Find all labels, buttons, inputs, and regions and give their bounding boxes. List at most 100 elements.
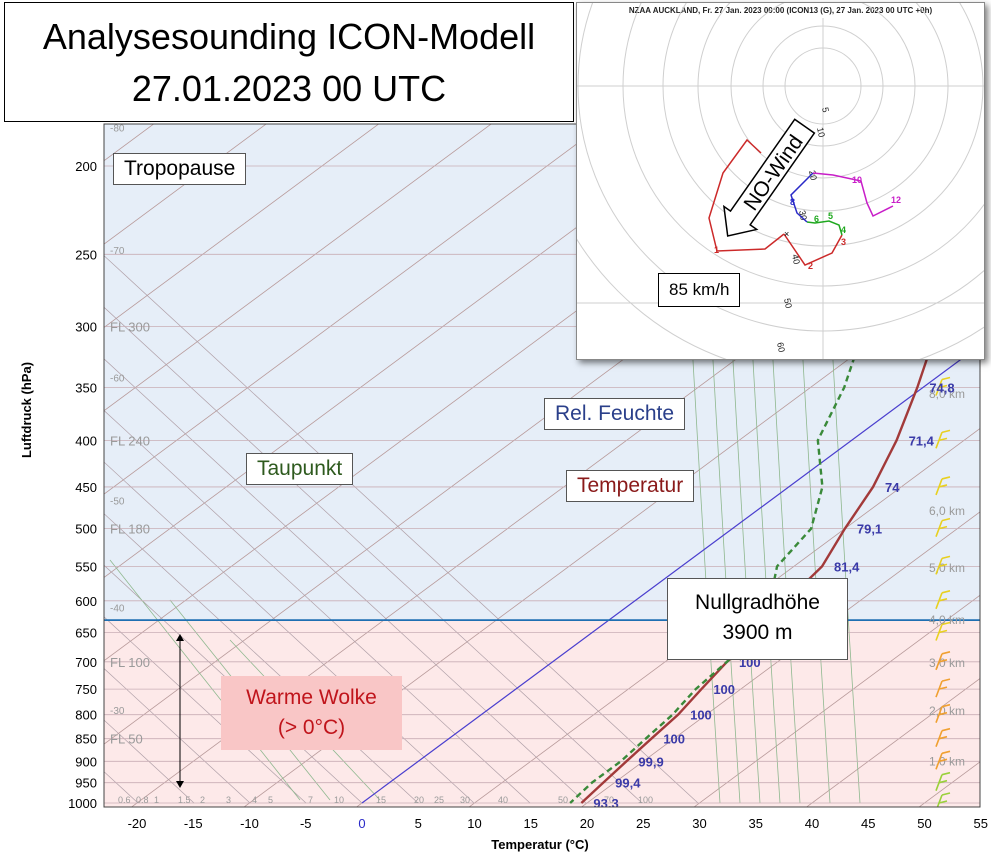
isotherm-line (104, 124, 380, 328)
height-label: 4,0 km (929, 613, 965, 627)
isotherm-line (468, 428, 980, 807)
height-label: 6,0 km (929, 504, 965, 518)
y-tick-label: 650 (75, 626, 97, 641)
hodograph-plot: 5 10 20 30 40 50 60 1 2 3 4 5 6 8 10 12 … (577, 3, 984, 359)
mixing-ratio-label: 40 (498, 795, 508, 805)
isotherm-line (805, 678, 980, 807)
x-tick-label: 0 (358, 816, 365, 831)
y-tick-label: 600 (75, 594, 97, 609)
y-tick-label: 700 (75, 655, 97, 670)
mixing-ratio-label: 25 (434, 795, 444, 805)
y-tick-label: 1000 (68, 796, 97, 811)
point-label: 6 (814, 214, 819, 224)
mixing-ratio-label: 0.8 (136, 795, 149, 805)
point-label: 2 (808, 261, 813, 271)
title-line-2: 27.01.2023 00 UTC (131, 68, 447, 109)
wind-barb (935, 727, 951, 747)
humidity-value-label: 71,4 (909, 433, 935, 448)
x-tick-label: 30 (692, 816, 706, 831)
humidity-value-label: 99,9 (638, 754, 663, 769)
mixing-ratio-label: 70 (604, 795, 614, 805)
isotherm-line (580, 511, 980, 807)
mixing-ratio-label: 3 (226, 795, 231, 805)
y-tick-label: 300 (75, 319, 97, 334)
x-tick-label: 55 (974, 816, 988, 831)
mixing-ratio-label: 20 (414, 795, 424, 805)
wind-barb (935, 376, 951, 396)
dry-adiabat-line (104, 564, 363, 804)
hodograph-trace-low (708, 138, 785, 252)
isotherm-label: -30 (110, 706, 125, 717)
x-tick-label: -10 (240, 816, 259, 831)
x-tick-label: -20 (128, 816, 147, 831)
flight-level-label: FL 240 (110, 433, 150, 448)
title-line-1: Analysesounding ICON-Modell (42, 16, 536, 57)
mixing-ratio-label: 100 (638, 795, 653, 805)
point-label: 4 (841, 225, 846, 235)
x-tick-label: -5 (300, 816, 312, 831)
hodograph-inset: NZAA AUCKLAND, Fr. 27 Jan. 2023 00:00 (I… (576, 2, 985, 360)
mixing-ratio-label: 30 (460, 795, 470, 805)
mixing-ratio-label: 50 (558, 795, 568, 805)
mixing-ratio-label: 1.5 (178, 795, 191, 805)
mixing-ratio-label: 2 (200, 795, 205, 805)
isotherm-label: -40 (110, 604, 125, 615)
zero-isotherm-line (361, 344, 980, 804)
y-tick-label: 350 (75, 380, 97, 395)
humidity-value-label: 81,4 (834, 559, 860, 574)
mixing-ratio-label: 7 (308, 795, 313, 805)
ring-label: 40 (790, 253, 802, 265)
x-tick-label: 15 (524, 816, 538, 831)
y-tick-label: 950 (75, 776, 97, 791)
wind-barb (935, 555, 951, 575)
mixing-ratio-label: 10 (334, 795, 344, 805)
temperature-label: Temperatur (566, 470, 695, 502)
wind-barb (935, 476, 951, 496)
humidity-value-label: 74 (885, 480, 900, 495)
humidity-value-label: 100 (663, 732, 685, 747)
moist-adiabat-line (109, 559, 301, 801)
x-tick-label: 5 (415, 816, 422, 831)
wind-arrow-shape (722, 118, 816, 237)
tropopause-label: Tropopause (113, 153, 247, 185)
point-label: 12 (891, 195, 901, 205)
wind-barb (935, 621, 951, 641)
x-tick-label: -15 (184, 816, 203, 831)
dry-adiabat-line (104, 616, 307, 804)
hodograph-speed-box: 85 km/h (658, 273, 741, 307)
point-label: 3 (841, 237, 846, 247)
isotherm-line (104, 124, 605, 495)
y-tick-label: 250 (75, 247, 97, 262)
flight-level-label: FL 50 (110, 732, 143, 747)
mixing-ratio-label: 15 (376, 795, 386, 805)
hodograph-rings (577, 3, 984, 359)
warm-cloud-span-arrow-bottom (176, 781, 184, 788)
ring-label: 60 (775, 341, 787, 353)
wind-barb (935, 771, 951, 791)
wind-barb (935, 590, 951, 610)
humidity-value-label: 100 (713, 682, 735, 697)
isotherm-label: -60 (110, 373, 125, 384)
y-tick-label: 850 (75, 732, 97, 747)
hodograph-ring-labels: 5 10 20 30 40 50 60 (775, 106, 831, 353)
wind-barb (935, 703, 951, 723)
flight-level-label: FL 100 (110, 655, 150, 670)
isotherm-line (693, 594, 980, 807)
point-label: 1 (714, 245, 719, 255)
y-tick-label: 400 (75, 433, 97, 448)
dry-adiabat-line (104, 409, 531, 804)
y-tick-label: 450 (75, 480, 97, 495)
mixing-ratio-label: 0.6 (118, 795, 131, 805)
mixing-ratio-label: 1 (154, 795, 159, 805)
freezing-level-value: 3900 m (722, 621, 793, 644)
hodograph-trace-mid (806, 220, 843, 236)
chart-title: Analysesounding ICON-Modell 27.01.2023 0… (4, 2, 574, 122)
y-tick-label: 750 (75, 682, 97, 697)
freezing-level-box: Nullgradhöhe 3900 m (667, 578, 848, 660)
flight-level-label: FL 300 (110, 319, 150, 334)
mixing-ratio-label: 4 (252, 795, 257, 805)
point-label: 5 (828, 211, 833, 221)
height-label: 3,0 km (929, 656, 965, 670)
ring-label: 20 (807, 169, 819, 181)
isotherm-line (243, 261, 980, 807)
